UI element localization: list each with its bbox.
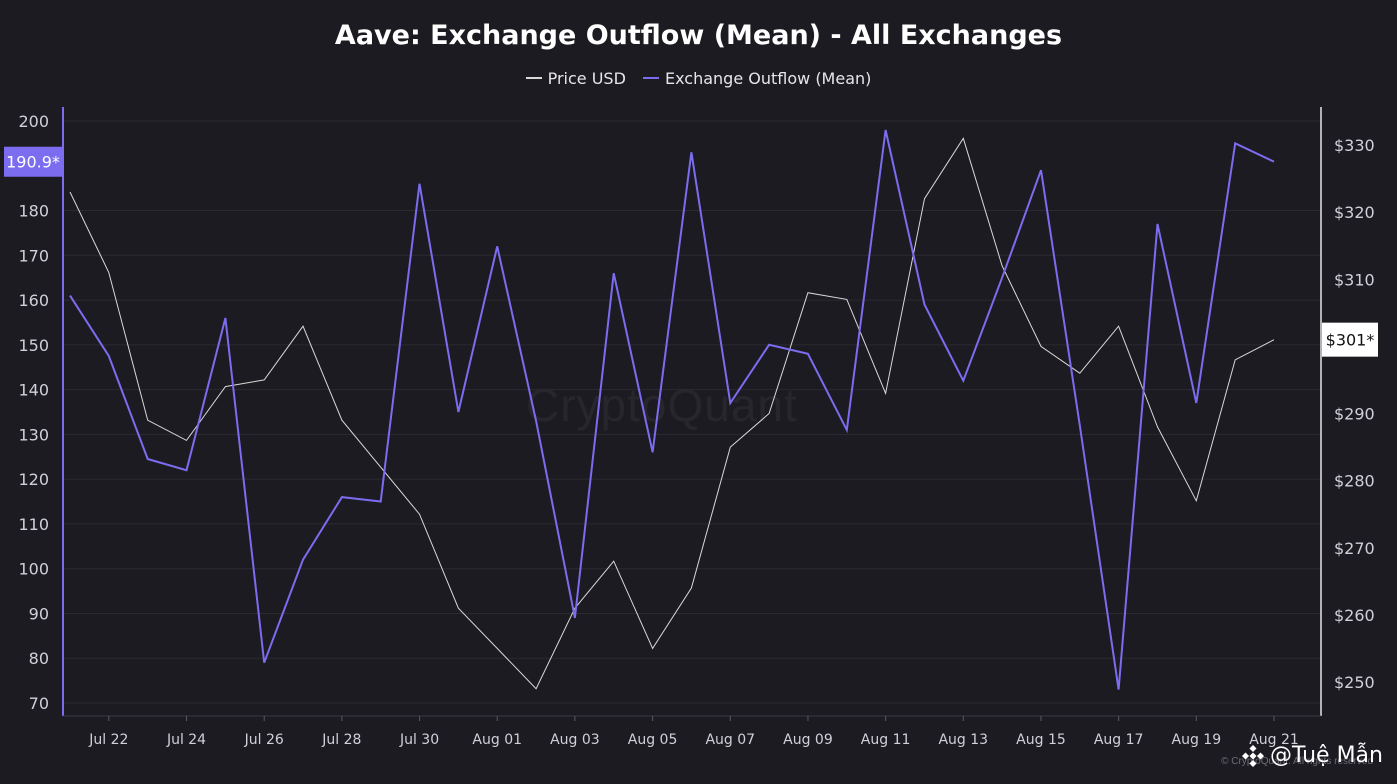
x-tick-label: Jul 24 <box>166 732 206 748</box>
left-tick-label: 200 <box>18 112 49 131</box>
right-tick-label: $270 <box>1334 539 1375 558</box>
x-tick-label: Aug 17 <box>1094 732 1144 748</box>
price-line <box>69 137 1275 690</box>
x-tick-label: Aug 15 <box>1016 732 1066 748</box>
legend-label-price: Price USD <box>547 68 626 88</box>
left-tick-label: 70 <box>29 694 49 713</box>
x-tick-label: Aug 03 <box>550 732 600 748</box>
left-tick-label: 180 <box>18 202 49 221</box>
x-tick-label: Aug 01 <box>472 732 522 748</box>
outflow-line <box>69 129 1275 690</box>
right-tick-label: $280 <box>1334 472 1375 491</box>
left-tick-label: 100 <box>18 560 49 579</box>
x-tick-label: Aug 19 <box>1172 732 1222 748</box>
author-credit: @Tuệ Mẫn <box>1242 743 1383 768</box>
credit-label: @Tuệ Mẫn <box>1270 743 1383 768</box>
x-tick-label: Aug 05 <box>628 732 678 748</box>
left-tick-label: 120 <box>18 470 49 489</box>
x-tick-label: Aug 07 <box>705 732 755 748</box>
right-tick-label: $250 <box>1334 673 1375 692</box>
x-tick-label: Aug 11 <box>861 732 911 748</box>
left-tick-label: 150 <box>18 336 49 355</box>
right-tick-label: $310 <box>1334 270 1375 289</box>
right-value-badge <box>1322 322 1378 357</box>
x-tick-label: Aug 09 <box>783 732 833 748</box>
x-tick-label: Jul 26 <box>244 732 284 748</box>
x-tick-label: Aug 21 <box>1249 732 1299 748</box>
left-tick-label: 90 <box>29 604 49 623</box>
legend-label-outflow: Exchange Outflow (Mean) <box>665 68 872 88</box>
legend-swatch-outflow <box>643 77 659 79</box>
right-tick-label: $260 <box>1334 606 1375 625</box>
left-tick-label: 170 <box>18 246 49 265</box>
chart-title: Aave: Exchange Outflow (Mean) - All Exch… <box>334 20 1063 51</box>
left-value-badge-label: 190.9* <box>6 153 60 172</box>
left-tick-label: 80 <box>29 649 49 668</box>
x-tick-label: Jul 22 <box>88 732 128 748</box>
left-value-badge <box>4 146 62 177</box>
diamond-logo-icon <box>1242 744 1264 767</box>
legend-item-price[interactable]: Price USD <box>525 68 626 88</box>
chart-legend: Price USD Exchange Outflow (Mean) <box>0 64 1397 88</box>
right-tick-label: $330 <box>1334 136 1375 155</box>
left-tick-label: 110 <box>18 515 49 534</box>
legend-item-outflow[interactable]: Exchange Outflow (Mean) <box>643 69 871 88</box>
x-tick-label: Jul 30 <box>399 732 439 748</box>
right-tick-label: $290 <box>1334 405 1375 424</box>
left-tick-label: 160 <box>18 291 49 310</box>
copyright-text: © CryptoQuant. All rights reserved <box>1221 756 1373 767</box>
right-tick-label: $320 <box>1334 203 1375 222</box>
left-tick-label: 130 <box>18 425 49 444</box>
x-tick-label: Aug 13 <box>938 732 988 748</box>
right-value-badge-label: $301* <box>1326 331 1375 350</box>
legend-swatch-price <box>525 77 542 79</box>
x-tick-label: Jul 28 <box>321 732 361 748</box>
left-tick-label: 140 <box>18 381 49 400</box>
